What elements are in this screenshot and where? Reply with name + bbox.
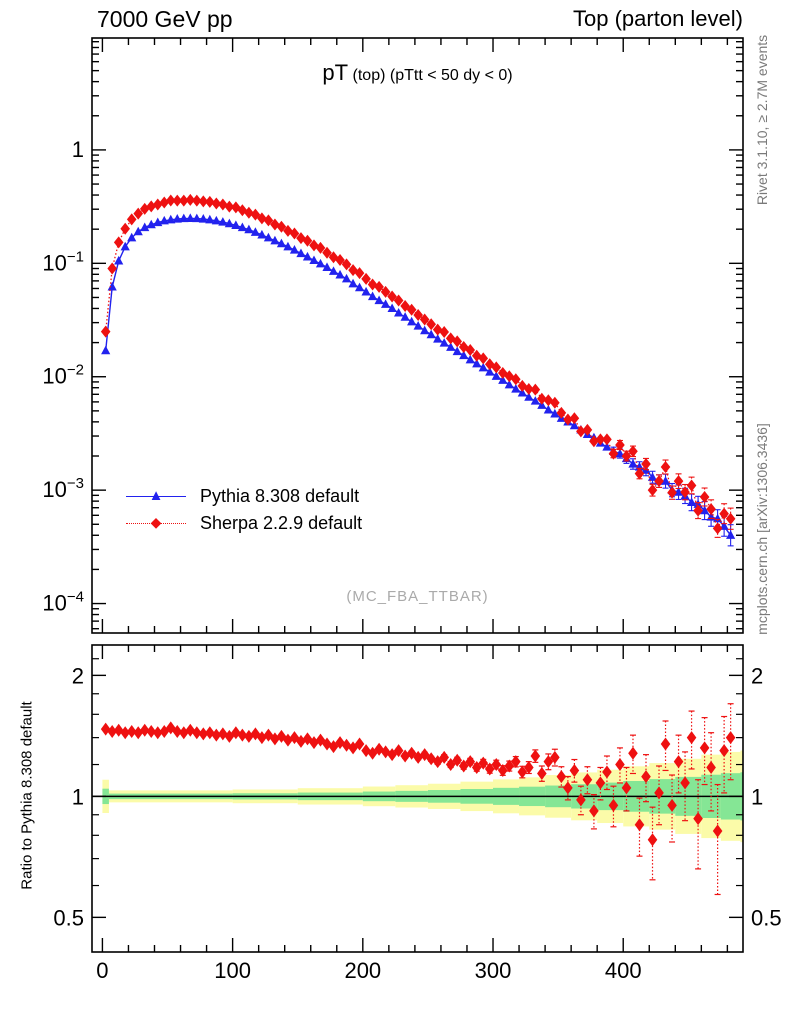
svg-text:0.5: 0.5 bbox=[751, 905, 782, 930]
plot-title-details: (top) (pTtt < 50 dy < 0) bbox=[352, 67, 513, 84]
svg-text:0: 0 bbox=[96, 958, 108, 983]
svg-text:10−4: 10−4 bbox=[42, 589, 84, 616]
series-pythia bbox=[101, 213, 736, 547]
triangle-marker-icon: ▲ bbox=[148, 486, 164, 504]
plot-title: pT (top) (pTtt < 50 dy < 0) bbox=[92, 60, 743, 86]
rivet-version-note: Rivet 3.1.10, ≥ 2.7M events bbox=[754, 34, 770, 206]
svg-text:10−2: 10−2 bbox=[42, 362, 84, 389]
svg-text:1: 1 bbox=[72, 137, 84, 162]
pythia-line-sample: ▲ bbox=[126, 485, 186, 507]
mcplots-reference-note: mcplots.cern.ch [arXiv:1306.3436] bbox=[754, 423, 770, 635]
legend-label-sherpa: Sherpa 2.2.9 default bbox=[200, 513, 363, 533]
sherpa-line-icon bbox=[126, 523, 186, 524]
ratio-uncertainty-bands bbox=[92, 750, 743, 843]
svg-text:300: 300 bbox=[475, 958, 512, 983]
legend-label-pythia: Pythia 8.308 default bbox=[200, 486, 360, 506]
ratio-y-axis-title: Ratio to Pythia 8.308 default bbox=[18, 701, 36, 890]
svg-text:100: 100 bbox=[214, 958, 251, 983]
plot-title-main: pT bbox=[322, 60, 349, 85]
series-sherpa bbox=[100, 193, 736, 538]
panel-frames bbox=[91, 37, 744, 953]
svg-text:2: 2 bbox=[751, 663, 763, 688]
svg-text:400: 400 bbox=[605, 958, 642, 983]
pythia-line-icon bbox=[126, 496, 186, 497]
sherpa-line-sample: ◆ bbox=[126, 512, 186, 534]
svg-text:1: 1 bbox=[72, 784, 84, 809]
svg-text:2: 2 bbox=[72, 663, 84, 688]
beam-energy-label: 7000 GeV pp bbox=[97, 6, 233, 32]
axis-ticks: 0 100 200 300 400 1 10−1 10−2 10−3 10−4 0.5 0.5 1 1 2 2 bbox=[42, 38, 782, 983]
svg-text:1: 1 bbox=[751, 784, 763, 809]
svg-text:10−1: 10−1 bbox=[42, 248, 84, 275]
svg-text:10−3: 10−3 bbox=[42, 475, 84, 502]
ratio-points bbox=[100, 703, 736, 896]
watermark-analysis-name: (MC_FBA_TTBAR) bbox=[346, 588, 489, 605]
analysis-level-label: Top (parton level) bbox=[573, 6, 743, 31]
svg-text:0.5: 0.5 bbox=[53, 905, 84, 930]
diamond-marker-icon: ◆ bbox=[150, 513, 162, 530]
svg-text:200: 200 bbox=[344, 958, 381, 983]
